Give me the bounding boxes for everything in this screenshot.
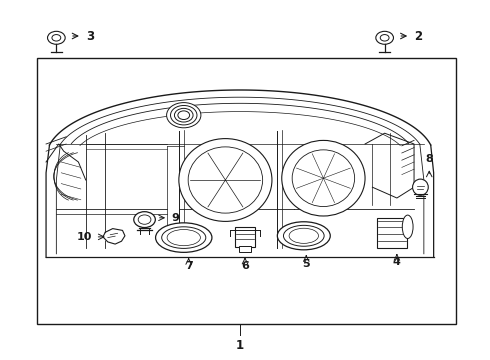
Ellipse shape — [413, 179, 428, 195]
Text: 6: 6 — [241, 261, 249, 271]
Bar — [239, 246, 251, 252]
Text: 10: 10 — [76, 232, 92, 242]
Bar — [37, 58, 456, 324]
Circle shape — [138, 215, 151, 224]
Text: 9: 9 — [172, 213, 179, 223]
Ellipse shape — [156, 223, 212, 252]
Ellipse shape — [283, 225, 324, 246]
Circle shape — [376, 31, 393, 44]
Circle shape — [380, 35, 389, 41]
Text: 7: 7 — [185, 261, 193, 271]
Ellipse shape — [282, 140, 365, 216]
Ellipse shape — [277, 222, 330, 250]
Circle shape — [167, 103, 201, 128]
Circle shape — [48, 31, 65, 44]
Ellipse shape — [188, 147, 263, 213]
Circle shape — [178, 111, 190, 120]
Circle shape — [52, 35, 61, 41]
Ellipse shape — [179, 139, 272, 221]
Circle shape — [171, 105, 197, 125]
Circle shape — [174, 108, 193, 122]
Bar — [377, 218, 407, 248]
Ellipse shape — [292, 150, 355, 207]
Bar — [235, 227, 255, 247]
Text: 4: 4 — [393, 257, 401, 267]
Circle shape — [134, 212, 155, 228]
Ellipse shape — [167, 230, 200, 246]
Ellipse shape — [289, 228, 318, 243]
Text: 3: 3 — [86, 30, 94, 42]
Text: 8: 8 — [425, 154, 433, 164]
Text: 1: 1 — [236, 339, 244, 352]
Polygon shape — [103, 229, 125, 244]
Ellipse shape — [162, 227, 206, 248]
Ellipse shape — [402, 215, 413, 239]
Text: 5: 5 — [302, 258, 310, 269]
Text: 2: 2 — [414, 30, 422, 42]
